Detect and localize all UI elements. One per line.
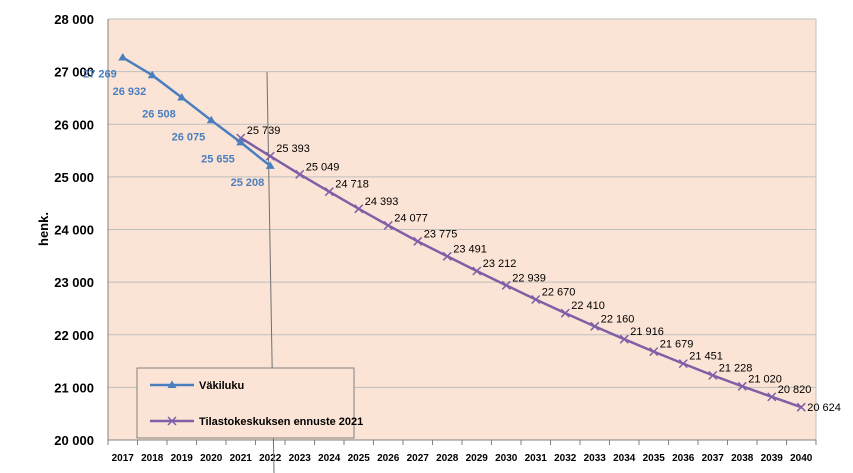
legend: Väkiluku Tilastokeskuksen ennuste 2021 bbox=[136, 367, 363, 439]
x-tick-label: 2030 bbox=[495, 453, 518, 464]
ennuste-data-label: 22 410 bbox=[571, 300, 605, 312]
series-group: 25 739 25 393 25 049 24 718 24 393 24 077 23 7… bbox=[83, 52, 841, 414]
legend-label-ennuste: Tilastokeskuksen ennuste 2021 bbox=[199, 416, 363, 428]
x-tick-label: 2022 bbox=[259, 453, 282, 464]
y-tick-label: 24 000 bbox=[54, 223, 94, 238]
ennuste-data-label: 21 451 bbox=[689, 351, 723, 363]
ennuste-data-label: 22 160 bbox=[601, 313, 635, 325]
ennuste-data-label: 23 491 bbox=[453, 243, 487, 255]
vakiluku-marker bbox=[236, 137, 246, 146]
ennuste-marker bbox=[560, 308, 570, 318]
y-axis: 20 000 21 000 22 000 23 000 24 000 25 000 26 0… bbox=[54, 12, 109, 448]
series-line-ennuste bbox=[240, 136, 802, 409]
x-tick-label: 2037 bbox=[702, 453, 725, 464]
x-tick-label: 2025 bbox=[348, 453, 371, 464]
x-tick-label: 2017 bbox=[112, 453, 135, 464]
legend-marker-vakiluku bbox=[167, 380, 177, 388]
x-tick-label: 2038 bbox=[731, 453, 754, 464]
ennuste-marker bbox=[531, 294, 541, 305]
ennuste-marker bbox=[413, 236, 423, 246]
ennuste-data-label: 25 393 bbox=[276, 143, 310, 155]
vakiluku-data-label: 25 208 bbox=[231, 177, 265, 189]
ennuste-data-label: 21 679 bbox=[660, 339, 694, 351]
x-tick-label: 2027 bbox=[407, 453, 430, 464]
ennuste-marker bbox=[796, 402, 806, 412]
x-tick-label: 2023 bbox=[289, 453, 312, 464]
ennuste-data-label: 24 077 bbox=[394, 212, 428, 224]
x-axis: 2017 2018 2019 2020 2021 2022 2023 2024 2025 2026… bbox=[107, 439, 817, 464]
gridlines bbox=[108, 18, 817, 441]
ennuste-marker bbox=[649, 347, 659, 357]
ennuste-marker bbox=[354, 204, 364, 214]
x-tick-label: 2020 bbox=[200, 453, 223, 464]
ennuste-data-label: 24 393 bbox=[365, 196, 399, 208]
ennuste-marker bbox=[767, 392, 777, 402]
y-tick-label: 20 000 bbox=[54, 433, 94, 448]
y-tick-label: 26 000 bbox=[54, 117, 94, 132]
x-tick-label: 2036 bbox=[672, 453, 695, 464]
ennuste-marker bbox=[442, 251, 452, 261]
legend-label-vakiluku: Väkiluku bbox=[199, 380, 244, 392]
series-line-vakiluku bbox=[122, 56, 272, 167]
y-tick-label: 25 000 bbox=[54, 170, 94, 185]
x-tick-label: 2021 bbox=[230, 453, 253, 464]
ennuste-marker bbox=[295, 169, 305, 179]
x-tick-label: 2024 bbox=[318, 453, 341, 464]
x-tick-label: 2035 bbox=[643, 453, 666, 464]
x-tick-label: 2019 bbox=[171, 453, 194, 464]
x-tick-label: 2033 bbox=[584, 453, 607, 464]
ennuste-data-label: 21 228 bbox=[719, 362, 753, 374]
y-axis-label: henk. bbox=[36, 212, 51, 246]
x-tick-label: 2040 bbox=[790, 453, 813, 464]
ennuste-marker bbox=[678, 359, 688, 369]
vakiluku-data-label: 26 075 bbox=[172, 131, 206, 143]
ennuste-data-label: 25 049 bbox=[306, 161, 340, 173]
ennuste-data-label: 21 916 bbox=[630, 326, 664, 338]
ennuste-marker bbox=[265, 151, 275, 161]
x-tick-label: 2032 bbox=[554, 453, 577, 464]
x-tick-label: 2039 bbox=[761, 453, 784, 464]
ennuste-data-label: 20 624 bbox=[807, 402, 841, 414]
y-tick-label: 23 000 bbox=[54, 275, 94, 290]
ennuste-data-label: 25 739 bbox=[247, 125, 281, 137]
ennuste-data-label: 21 020 bbox=[748, 373, 782, 385]
x-tick-label: 2034 bbox=[613, 453, 636, 464]
y-tick-label: 27 000 bbox=[54, 65, 94, 80]
ennuste-marker bbox=[501, 280, 511, 290]
y-tick-label: 28 000 bbox=[54, 12, 94, 27]
vakiluku-marker bbox=[177, 93, 187, 101]
y-tick-label: 22 000 bbox=[54, 328, 94, 343]
x-tick-label: 2018 bbox=[141, 453, 164, 464]
vakiluku-marker bbox=[147, 70, 157, 79]
ennuste-marker bbox=[590, 321, 600, 331]
ennuste-marker bbox=[737, 381, 747, 391]
y-tick-label: 21 000 bbox=[54, 380, 94, 395]
vakiluku-marker bbox=[118, 52, 128, 61]
ennuste-marker bbox=[619, 334, 629, 344]
ennuste-data-label: 22 939 bbox=[512, 272, 546, 284]
vakiluku-data-label: 26 508 bbox=[142, 109, 176, 121]
vakiluku-data-label: 25 655 bbox=[201, 153, 235, 165]
ennuste-data-label: 20 820 bbox=[778, 384, 812, 396]
ennuste-marker bbox=[383, 220, 393, 230]
vakiluku-marker bbox=[206, 115, 216, 124]
ennuste-data-label: 23 775 bbox=[424, 228, 458, 240]
ennuste-marker bbox=[324, 187, 334, 197]
ennuste-marker bbox=[708, 370, 718, 380]
x-tick-label: 2026 bbox=[377, 453, 400, 464]
ennuste-data-label: 24 718 bbox=[335, 179, 369, 191]
vakiluku-marker bbox=[265, 161, 275, 169]
ennuste-marker bbox=[472, 266, 482, 276]
x-tick-label: 2029 bbox=[466, 453, 489, 464]
vakiluku-data-label: 26 932 bbox=[113, 86, 147, 98]
ennuste-data-label: 23 212 bbox=[483, 258, 517, 270]
ennuste-data-label: 22 670 bbox=[542, 286, 576, 298]
legend-box bbox=[136, 367, 355, 439]
vakiluku-data-label: 27 269 bbox=[83, 68, 117, 80]
x-tick-label: 2031 bbox=[525, 453, 548, 464]
x-tick-label: 2028 bbox=[436, 453, 459, 464]
legend-marker-ennuste bbox=[167, 416, 177, 426]
